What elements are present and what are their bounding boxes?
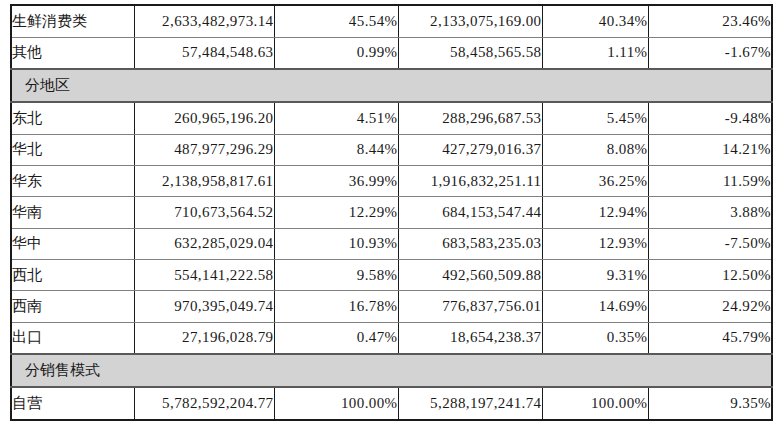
current-amount-cell: 2,138,958,817.61 bbox=[134, 165, 274, 196]
current-amount-cell: 5,782,592,204.77 bbox=[134, 387, 274, 420]
table-row: 自营 5,782,592,204.77 100.00% 5,288,197,24… bbox=[11, 387, 772, 420]
prior-ratio-cell: 1.11% bbox=[542, 37, 648, 69]
prior-ratio-cell: 5.45% bbox=[542, 102, 648, 134]
table-row: 生鲜消费类 2,633,482,973.14 45.54% 2,133,075,… bbox=[11, 5, 772, 37]
current-amount-cell: 27,196,028.79 bbox=[134, 322, 274, 354]
row-label-cell: 出口 bbox=[11, 322, 134, 354]
current-ratio-cell: 12.29% bbox=[274, 197, 398, 228]
current-ratio-cell: 0.47% bbox=[274, 322, 398, 354]
prior-amount-cell: 776,837,756.01 bbox=[398, 291, 542, 322]
current-ratio-cell: 16.78% bbox=[274, 291, 398, 322]
row-label-cell: 华中 bbox=[11, 228, 134, 259]
prior-ratio-cell: 40.34% bbox=[542, 5, 648, 37]
current-ratio-cell: 4.51% bbox=[274, 102, 398, 134]
prior-amount-cell: 5,288,197,241.74 bbox=[398, 387, 542, 420]
prior-amount-cell: 58,458,565.58 bbox=[398, 37, 542, 69]
table-row: 华东 2,138,958,817.61 36.99% 1,916,832,251… bbox=[11, 165, 772, 196]
financial-report-table-page: 生鲜消费类 2,633,482,973.14 45.54% 2,133,075,… bbox=[0, 0, 780, 424]
table-row: 西北 554,141,222.58 9.58% 492,560,509.88 9… bbox=[11, 259, 772, 290]
yoy-change-cell: 45.79% bbox=[648, 322, 772, 354]
prior-amount-cell: 288,296,687.53 bbox=[398, 102, 542, 134]
prior-amount-cell: 2,133,075,169.00 bbox=[398, 5, 542, 37]
prior-ratio-cell: 8.08% bbox=[542, 134, 648, 165]
row-label-cell: 华东 bbox=[11, 165, 134, 196]
row-label-cell: 西北 bbox=[11, 259, 134, 290]
current-amount-cell: 710,673,564.52 bbox=[134, 197, 274, 228]
prior-ratio-cell: 14.69% bbox=[542, 291, 648, 322]
yoy-change-cell: 14.21% bbox=[648, 134, 772, 165]
yoy-change-cell: -7.50% bbox=[648, 228, 772, 259]
section-header-label: 分销售模式 bbox=[11, 354, 772, 387]
current-amount-cell: 2,633,482,973.14 bbox=[134, 5, 274, 37]
current-amount-cell: 260,965,196.20 bbox=[134, 102, 274, 134]
table-row: 华中 632,285,029.04 10.93% 683,583,235.03 … bbox=[11, 228, 772, 259]
prior-ratio-cell: 12.94% bbox=[542, 197, 648, 228]
section-header-row-by-sales-mode: 分销售模式 bbox=[11, 354, 772, 387]
table-row: 西南 970,395,049.74 16.78% 776,837,756.01 … bbox=[11, 291, 772, 322]
prior-amount-cell: 1,916,832,251.11 bbox=[398, 165, 542, 196]
yoy-change-cell: -9.48% bbox=[648, 102, 772, 134]
prior-amount-cell: 18,654,238.37 bbox=[398, 322, 542, 354]
yoy-change-cell: -1.67% bbox=[648, 37, 772, 69]
current-amount-cell: 632,285,029.04 bbox=[134, 228, 274, 259]
prior-amount-cell: 683,583,235.03 bbox=[398, 228, 542, 259]
yoy-change-cell: 24.92% bbox=[648, 291, 772, 322]
row-label-cell: 华南 bbox=[11, 197, 134, 228]
current-ratio-cell: 8.44% bbox=[274, 134, 398, 165]
row-label-cell: 自营 bbox=[11, 387, 134, 420]
table-row: 华北 487,977,296.29 8.44% 427,279,016.37 8… bbox=[11, 134, 772, 165]
table-row: 东北 260,965,196.20 4.51% 288,296,687.53 5… bbox=[11, 102, 772, 134]
current-ratio-cell: 100.00% bbox=[274, 387, 398, 420]
table-row: 出口 27,196,028.79 0.47% 18,654,238.37 0.3… bbox=[11, 322, 772, 354]
prior-amount-cell: 684,153,547.44 bbox=[398, 197, 542, 228]
current-amount-cell: 970,395,049.74 bbox=[134, 291, 274, 322]
prior-amount-cell: 492,560,509.88 bbox=[398, 259, 542, 290]
row-label-cell: 其他 bbox=[11, 37, 134, 69]
yoy-change-cell: 3.88% bbox=[648, 197, 772, 228]
current-amount-cell: 57,484,548.63 bbox=[134, 37, 274, 69]
prior-ratio-cell: 12.93% bbox=[542, 228, 648, 259]
yoy-change-cell: 23.46% bbox=[648, 5, 772, 37]
revenue-breakdown-table: 生鲜消费类 2,633,482,973.14 45.54% 2,133,075,… bbox=[10, 4, 773, 421]
current-amount-cell: 487,977,296.29 bbox=[134, 134, 274, 165]
current-ratio-cell: 0.99% bbox=[274, 37, 398, 69]
row-label-cell: 生鲜消费类 bbox=[11, 5, 134, 37]
row-label-cell: 西南 bbox=[11, 291, 134, 322]
current-ratio-cell: 10.93% bbox=[274, 228, 398, 259]
current-ratio-cell: 36.99% bbox=[274, 165, 398, 196]
prior-ratio-cell: 36.25% bbox=[542, 165, 648, 196]
prior-amount-cell: 427,279,016.37 bbox=[398, 134, 542, 165]
prior-ratio-cell: 9.31% bbox=[542, 259, 648, 290]
row-label-cell: 东北 bbox=[11, 102, 134, 134]
table-row: 其他 57,484,548.63 0.99% 58,458,565.58 1.1… bbox=[11, 37, 772, 69]
row-label-cell: 华北 bbox=[11, 134, 134, 165]
yoy-change-cell: 12.50% bbox=[648, 259, 772, 290]
section-header-label: 分地区 bbox=[11, 69, 772, 102]
current-amount-cell: 554,141,222.58 bbox=[134, 259, 274, 290]
yoy-change-cell: 11.59% bbox=[648, 165, 772, 196]
table-row: 华南 710,673,564.52 12.29% 684,153,547.44 … bbox=[11, 197, 772, 228]
prior-ratio-cell: 100.00% bbox=[542, 387, 648, 420]
current-ratio-cell: 45.54% bbox=[274, 5, 398, 37]
current-ratio-cell: 9.58% bbox=[274, 259, 398, 290]
yoy-change-cell: 9.35% bbox=[648, 387, 772, 420]
section-header-row-by-region: 分地区 bbox=[11, 69, 772, 102]
prior-ratio-cell: 0.35% bbox=[542, 322, 648, 354]
